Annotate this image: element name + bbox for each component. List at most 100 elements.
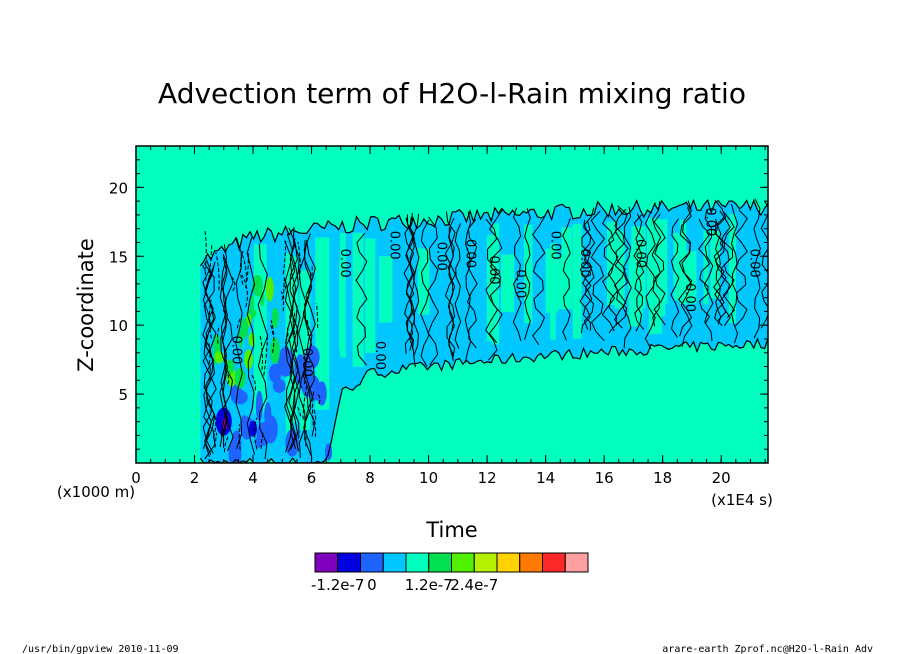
negative-patch — [304, 345, 320, 369]
colorbar-swatch — [564, 552, 589, 573]
negative-contour — [303, 356, 307, 385]
contour-line — [613, 208, 627, 329]
colorbar-swatch — [405, 552, 430, 573]
colorbar-swatch — [360, 552, 384, 573]
negative-contour — [214, 432, 218, 448]
contour-line — [202, 268, 214, 454]
negative-contour — [316, 303, 319, 328]
contour-label: 0.00 — [387, 231, 402, 260]
x-tick-label: 20 — [712, 469, 731, 487]
negative-contour — [236, 316, 242, 329]
negative-contour — [215, 252, 220, 291]
contour-line — [246, 237, 256, 455]
zero-level-streak — [524, 224, 533, 324]
x-tick-label: 8 — [365, 469, 375, 487]
contour-line — [302, 233, 313, 456]
contour-label: 0.00 — [682, 283, 697, 312]
zero-level-streak — [558, 257, 573, 310]
negative-contour — [270, 320, 275, 353]
negative-patch — [272, 379, 286, 393]
chart-title: Advection term of H2O-l-Rain mixing rati… — [158, 77, 746, 110]
negative-contour — [312, 420, 317, 438]
contour-line — [579, 221, 592, 334]
negative-contour — [317, 393, 321, 405]
contour-label: 0.00 — [746, 249, 761, 278]
zero-level-streak — [315, 237, 330, 410]
zero-level-streak — [299, 270, 311, 430]
contour-label: 0.00 — [229, 336, 244, 365]
zero-level-streak — [340, 232, 346, 358]
negative-contour — [298, 375, 303, 389]
zero-level-streak — [500, 254, 515, 313]
positive-patch — [271, 307, 279, 329]
zero-level-streak — [379, 256, 393, 323]
colorbar-swatch — [519, 552, 543, 573]
negative-contour — [312, 391, 315, 426]
colorbar-swatch — [496, 552, 521, 573]
x-tick-label: 10 — [419, 469, 438, 487]
contour-line — [403, 212, 415, 355]
contour-line — [466, 219, 478, 349]
negative-contour — [306, 318, 309, 336]
contour-line — [409, 216, 416, 360]
contour-line — [291, 226, 301, 439]
contour-line — [644, 202, 656, 350]
contour-label: 0.00 — [703, 207, 718, 236]
zero-level-streak — [285, 256, 298, 423]
zero-level-streak — [486, 235, 497, 342]
zero-level-streak — [364, 238, 376, 353]
x-axis: 0 2 4 6 8 10 12 14 16 18 20 — [131, 146, 766, 487]
positive-patch — [250, 295, 255, 320]
contour-line — [698, 218, 711, 325]
y-unit-label: (x1000 m) — [57, 483, 135, 501]
colorbar — [314, 552, 589, 573]
zero-level-streak — [572, 223, 582, 339]
x-axis-label: Time — [425, 518, 477, 542]
contour-line — [447, 217, 456, 357]
x-tick-label: 4 — [248, 469, 258, 487]
contour-line — [464, 211, 472, 363]
y-tick-label: 10 — [109, 317, 128, 335]
x-unit-label: (x1E4 s) — [711, 491, 773, 509]
negative-contour — [259, 335, 263, 370]
negative-contour — [263, 333, 268, 376]
contour-line — [635, 213, 643, 332]
contour-line — [622, 206, 632, 349]
positive-patch — [269, 337, 280, 364]
contour-line — [485, 218, 499, 361]
colorbar-label: -1.2e-7 — [311, 576, 364, 594]
positive-patch — [252, 274, 263, 297]
negative-contour — [208, 299, 212, 339]
colorbar-swatch — [382, 552, 407, 573]
zero-level-streak — [683, 251, 697, 304]
negative-contour — [293, 312, 298, 353]
negative-contour — [296, 405, 302, 417]
contour-line — [427, 216, 440, 366]
colorbar-swatch — [542, 552, 566, 573]
x-tick-label: 6 — [307, 469, 317, 487]
zero-level-streak — [607, 221, 615, 303]
contour-line — [730, 203, 739, 344]
zero-level-streak — [710, 230, 720, 299]
contour-line — [222, 254, 234, 451]
contour-line — [289, 243, 297, 450]
colorbar-labels: -1.2e-7 0 1.2e-72.4e-7 — [311, 576, 498, 594]
contour-line — [601, 214, 616, 332]
negative-contour — [241, 274, 248, 307]
contour-label: 0.00 — [512, 269, 527, 298]
plot-frame — [135, 145, 769, 464]
x-tick-label: 18 — [653, 469, 672, 487]
contour-label: 0.00 — [463, 239, 478, 268]
contour-line — [291, 238, 300, 452]
negative-contour — [254, 417, 258, 450]
contour-line — [512, 207, 522, 342]
x-tick-label: 2 — [190, 469, 200, 487]
contour-line — [651, 201, 662, 327]
negative-contour — [282, 277, 285, 312]
colorbar-label: 0 — [367, 576, 377, 594]
contour-line — [760, 200, 768, 329]
contour-lines — [199, 198, 768, 463]
negative-contour — [270, 324, 274, 335]
contour-fields — [200, 200, 768, 463]
contour-label: 0.00 — [433, 242, 448, 271]
